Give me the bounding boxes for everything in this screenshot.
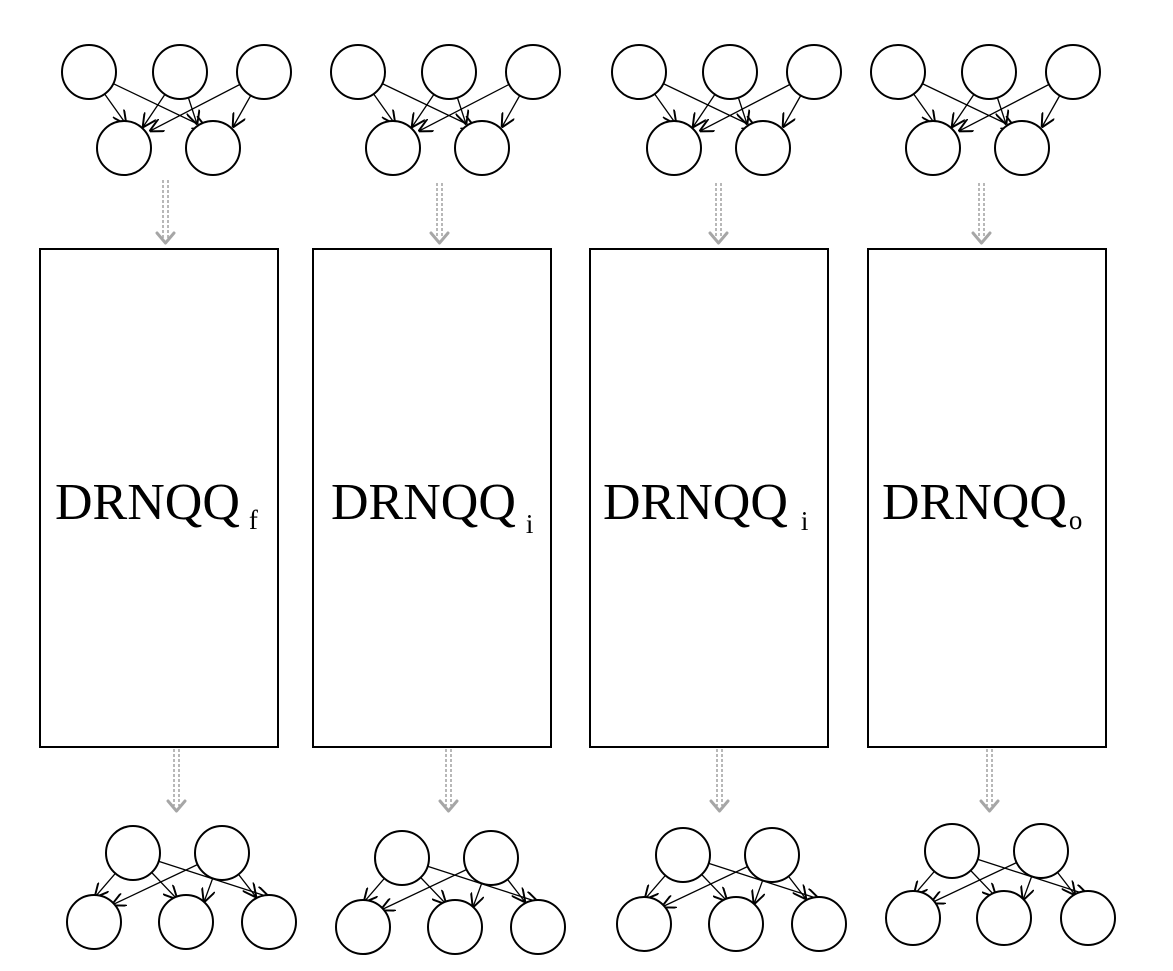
- column-forget: DRNQQ f: [39, 44, 297, 950]
- flow-arrow-out: [709, 749, 730, 813]
- output-network: [335, 830, 566, 955]
- neuron-node: [330, 44, 386, 100]
- drnqq-label-main: DRNQQ: [603, 474, 788, 531]
- output-network: [616, 827, 847, 952]
- drnqq-box: [312, 248, 552, 748]
- neuron-node: [1013, 823, 1069, 879]
- neuron-node: [870, 44, 926, 100]
- drnqq-label-main: DRNQQ: [882, 474, 1067, 531]
- neuron-node: [924, 823, 980, 879]
- neuron-node: [241, 894, 297, 950]
- neuron-node: [194, 825, 250, 881]
- neuron-node: [961, 44, 1017, 100]
- neuron-node: [655, 827, 711, 883]
- neuron-node: [735, 120, 791, 176]
- neuron-node: [885, 890, 941, 946]
- neuron-node: [463, 830, 519, 886]
- column-input-1: DRNQQ i: [312, 44, 566, 955]
- flow-arrow-in: [155, 180, 176, 245]
- neuron-node: [66, 894, 122, 950]
- neuron-node: [374, 830, 430, 886]
- neuron-node: [454, 120, 510, 176]
- flow-arrow-out: [979, 749, 1000, 813]
- drnqq-label-main: DRNQQ: [331, 474, 516, 531]
- input-network: [611, 44, 842, 176]
- drnqq-label-subscript: i: [526, 509, 534, 539]
- neuron-node: [744, 827, 800, 883]
- output-network: [66, 825, 297, 950]
- flow-arrow-in: [429, 183, 450, 245]
- drnqq-box: [39, 248, 279, 748]
- neuron-node: [905, 120, 961, 176]
- drnqq-label: DRNQQ f: [55, 474, 258, 535]
- neuron-node: [708, 896, 764, 952]
- drnqq-label-subscript: o: [1069, 505, 1083, 535]
- neuron-node: [616, 896, 672, 952]
- neuron-node: [505, 44, 561, 100]
- input-network: [330, 44, 561, 176]
- neuron-node: [236, 44, 292, 100]
- drnqq-label: DRNQQ i: [603, 474, 808, 536]
- neuron-node: [365, 120, 421, 176]
- drnqq-box: [867, 248, 1107, 748]
- flow-arrow-in: [708, 183, 729, 245]
- drnqq-box: [589, 248, 829, 748]
- neuron-node: [152, 44, 208, 100]
- column-output: DRNQQo: [867, 44, 1116, 946]
- neuron-node: [1045, 44, 1101, 100]
- neuron-node: [158, 894, 214, 950]
- neuron-node: [61, 44, 117, 100]
- input-network: [61, 44, 292, 176]
- neuron-node: [646, 120, 702, 176]
- neuron-node: [421, 44, 477, 100]
- output-network: [885, 823, 1116, 946]
- input-network: [870, 44, 1101, 176]
- neuron-node: [510, 899, 566, 955]
- flow-arrow-in: [971, 183, 992, 245]
- drnqq-label: DRNQQ i: [331, 474, 533, 539]
- neuron-node: [791, 896, 847, 952]
- flow-arrow-out: [438, 749, 459, 813]
- neuron-node: [427, 899, 483, 955]
- neuron-node: [105, 825, 161, 881]
- neuron-node: [702, 44, 758, 100]
- neuron-node: [185, 120, 241, 176]
- drnqq-label-main: DRNQQ: [55, 474, 240, 531]
- neuron-node: [335, 899, 391, 955]
- neuron-node: [994, 120, 1050, 176]
- neuron-node: [611, 44, 667, 100]
- drnqq-label-subscript: f: [249, 505, 258, 535]
- neuron-node: [1060, 890, 1116, 946]
- column-input-2: DRNQQ i: [589, 44, 847, 952]
- flow-arrow-out: [166, 749, 187, 813]
- neuron-node: [96, 120, 152, 176]
- drnqq-label-subscript: i: [801, 506, 809, 536]
- neuron-node: [786, 44, 842, 100]
- neuron-node: [976, 890, 1032, 946]
- drnqq-label: DRNQQo: [882, 474, 1082, 535]
